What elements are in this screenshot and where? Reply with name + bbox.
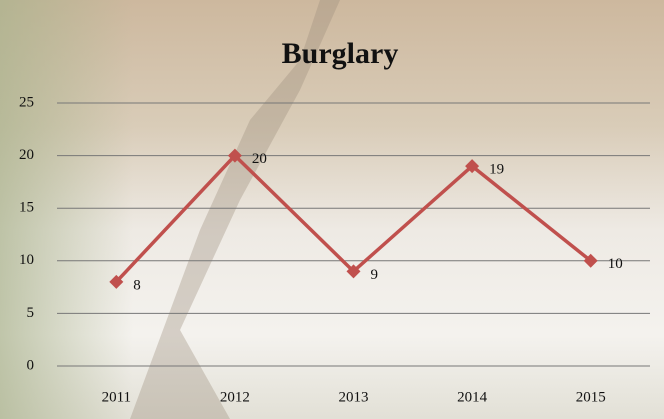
x-tick-label: 2014 [457, 389, 488, 405]
point-marker [583, 253, 598, 268]
data-label: 8 [133, 277, 141, 293]
background-tree [130, 0, 340, 419]
x-tick-label: 2011 [102, 389, 131, 405]
point-marker [227, 148, 242, 163]
chart-title: Burglary [282, 37, 399, 70]
y-tick-label: 0 [27, 357, 35, 373]
data-label: 19 [489, 162, 504, 178]
y-tick-label: 15 [19, 200, 34, 216]
point-marker [465, 159, 480, 174]
x-tick-label: 2012 [220, 389, 250, 405]
y-tick-label: 25 [19, 94, 34, 110]
data-label: 10 [608, 256, 623, 272]
point-marker [346, 264, 361, 279]
y-tick-label: 10 [19, 252, 34, 268]
data-label: 20 [252, 151, 267, 167]
data-label: 9 [371, 267, 379, 283]
x-tick-label: 2013 [339, 389, 369, 405]
x-tick-label: 2015 [576, 389, 606, 405]
y-tick-label: 5 [27, 305, 35, 321]
y-tick-label: 20 [19, 147, 34, 163]
point-marker [109, 274, 124, 289]
